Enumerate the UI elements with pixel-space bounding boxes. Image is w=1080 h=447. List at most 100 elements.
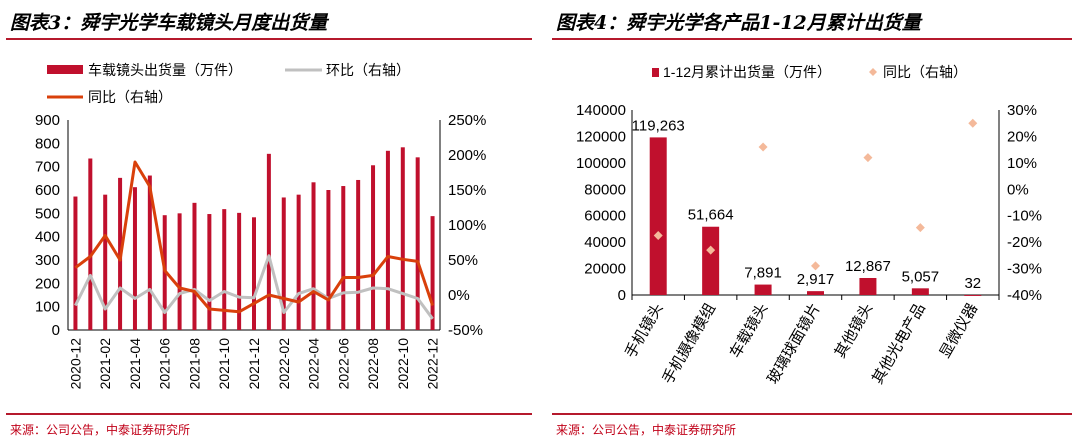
- x-tick-label: 其他镜头: [831, 300, 877, 361]
- x-tick-label: 手机镜头: [621, 300, 667, 361]
- x-tick-label: 2021-04: [127, 338, 143, 390]
- bar: [222, 209, 227, 330]
- yoy-point: [968, 118, 978, 128]
- x-tick-label: 2022-02: [276, 338, 292, 390]
- y-left-tick-label: 800: [35, 135, 60, 152]
- y-left-tick-label: 60000: [584, 208, 626, 225]
- bar: [341, 186, 346, 330]
- x-tick-label: 显微仪器: [937, 301, 982, 361]
- bar: [754, 284, 772, 295]
- x-tick-label: 玻璃球面镜片: [763, 300, 824, 387]
- y-left-tick-label: 100000: [576, 155, 626, 172]
- legend-bar-label: 1-12月累计出货量（万件）: [663, 64, 831, 80]
- x-tick-label: 2022-04: [306, 338, 322, 390]
- source-note: 来源：公司公告，中泰证券研究所: [10, 423, 191, 437]
- bar: [371, 165, 376, 330]
- bar: [430, 216, 435, 330]
- bar: [859, 277, 877, 295]
- yoy-point: [653, 231, 663, 241]
- x-tick-label: 车载镜头: [726, 300, 772, 361]
- y-left-tick-label: 700: [35, 159, 60, 176]
- bar: [311, 182, 316, 330]
- bar: [385, 150, 390, 330]
- y-left-tick-label: 900: [35, 112, 60, 129]
- bar: [415, 157, 420, 330]
- data-label: 5,057: [902, 268, 940, 285]
- y-right-tick-label: 100%: [448, 217, 486, 234]
- bar: [281, 197, 286, 330]
- bar: [356, 179, 361, 330]
- data-label: 2,917: [797, 271, 835, 288]
- legend-yoy-label: 同比（右轴）: [88, 89, 172, 105]
- bar: [237, 212, 242, 330]
- bar: [649, 137, 667, 295]
- bar: [326, 190, 331, 330]
- yoy-point: [811, 261, 820, 271]
- bar: [147, 175, 152, 330]
- yoy-point: [915, 223, 925, 233]
- bar: [296, 194, 301, 330]
- y-right-tick-label: 0%: [1007, 181, 1029, 198]
- source-rule: [6, 413, 532, 415]
- y-right-tick-label: 50%: [448, 252, 478, 269]
- x-tick-label: 2020-12: [67, 338, 83, 390]
- y-left-tick-label: 80000: [584, 181, 626, 198]
- legend-yoy-label: 同比（右轴）: [883, 64, 967, 80]
- x-tick-label: 2021-06: [157, 338, 173, 390]
- bar: [252, 217, 256, 330]
- y-left-tick-label: 140000: [576, 102, 626, 119]
- chart-title: 图表3：舜宇光学车载镜头月度出货量: [10, 12, 328, 34]
- x-tick-label: 2022-12: [425, 338, 441, 390]
- chart-title: 图表4：舜宇光学各产品1-12月累计出货量: [556, 12, 921, 34]
- legend-mom-label: 环比（右轴）: [326, 62, 410, 78]
- x-tick-label: 2022-10: [395, 338, 411, 390]
- bar: [400, 147, 405, 330]
- source-note: 来源：公司公告，中泰证券研究所: [556, 423, 737, 437]
- bar: [132, 187, 137, 330]
- y-left-tick-label: 100: [35, 299, 60, 316]
- bar: [73, 196, 78, 330]
- bar: [807, 291, 824, 295]
- bar: [964, 294, 982, 296]
- yoy-point: [758, 142, 768, 152]
- y-right-tick-label: -30%: [1007, 261, 1042, 278]
- x-tick-label: 手机摄像模组: [659, 301, 719, 387]
- y-right-tick-label: 0%: [448, 287, 470, 304]
- bar: [266, 153, 271, 330]
- y-right-tick-label: 150%: [448, 182, 486, 199]
- mom-line: [74, 254, 434, 320]
- x-tick-label: 2021-12: [246, 338, 262, 390]
- data-label: 119,263: [632, 117, 685, 134]
- legend-yoy-swatch: [869, 68, 877, 76]
- y-left-tick-label: 0: [618, 287, 626, 304]
- y-left-tick-label: 20000: [584, 261, 626, 278]
- x-tick-label: 2022-08: [365, 338, 381, 390]
- bar: [192, 202, 197, 330]
- y-right-tick-label: 250%: [448, 112, 486, 129]
- y-right-tick-label: -10%: [1007, 208, 1042, 225]
- yoy-point: [863, 153, 873, 163]
- chart-panel-monthly: 图表3：舜宇光学车载镜头月度出货量 0 100 200 300 400 500 600 700…: [6, 12, 532, 437]
- y-right-tick-label: 10%: [1007, 155, 1037, 172]
- y-left-tick-label: 400: [35, 229, 60, 246]
- bar: [702, 226, 720, 295]
- y-left-tick-label: 500: [35, 205, 60, 222]
- monthly-shipment-chart: 0 100 200 300 400 500 600 700 800 900 -50% 0% 50% 100…: [35, 62, 486, 390]
- source-rule: [552, 413, 1072, 415]
- data-label: 51,664: [688, 207, 734, 224]
- y-right-tick-label: 20%: [1007, 128, 1037, 145]
- yoy-line: [74, 160, 435, 314]
- y-left-tick-label: 200: [35, 275, 60, 292]
- cumulative-shipment-chart: 0 20000 40000 60000 80000 100000 120000 140000 -…: [576, 64, 1042, 387]
- x-tick-label: 2022-06: [335, 338, 351, 390]
- y-left-tick-label: 120000: [576, 128, 626, 145]
- bar: [207, 214, 212, 330]
- y-right-tick-label: -50%: [448, 322, 483, 339]
- bar: [911, 288, 929, 295]
- data-label: 12,867: [845, 258, 891, 275]
- y-right-tick-label: 30%: [1007, 102, 1037, 119]
- y-left-tick-label: 0: [52, 322, 60, 339]
- yoy-point: [706, 245, 716, 255]
- y-right-tick-label: -40%: [1007, 287, 1042, 304]
- title-rule: [552, 38, 1072, 40]
